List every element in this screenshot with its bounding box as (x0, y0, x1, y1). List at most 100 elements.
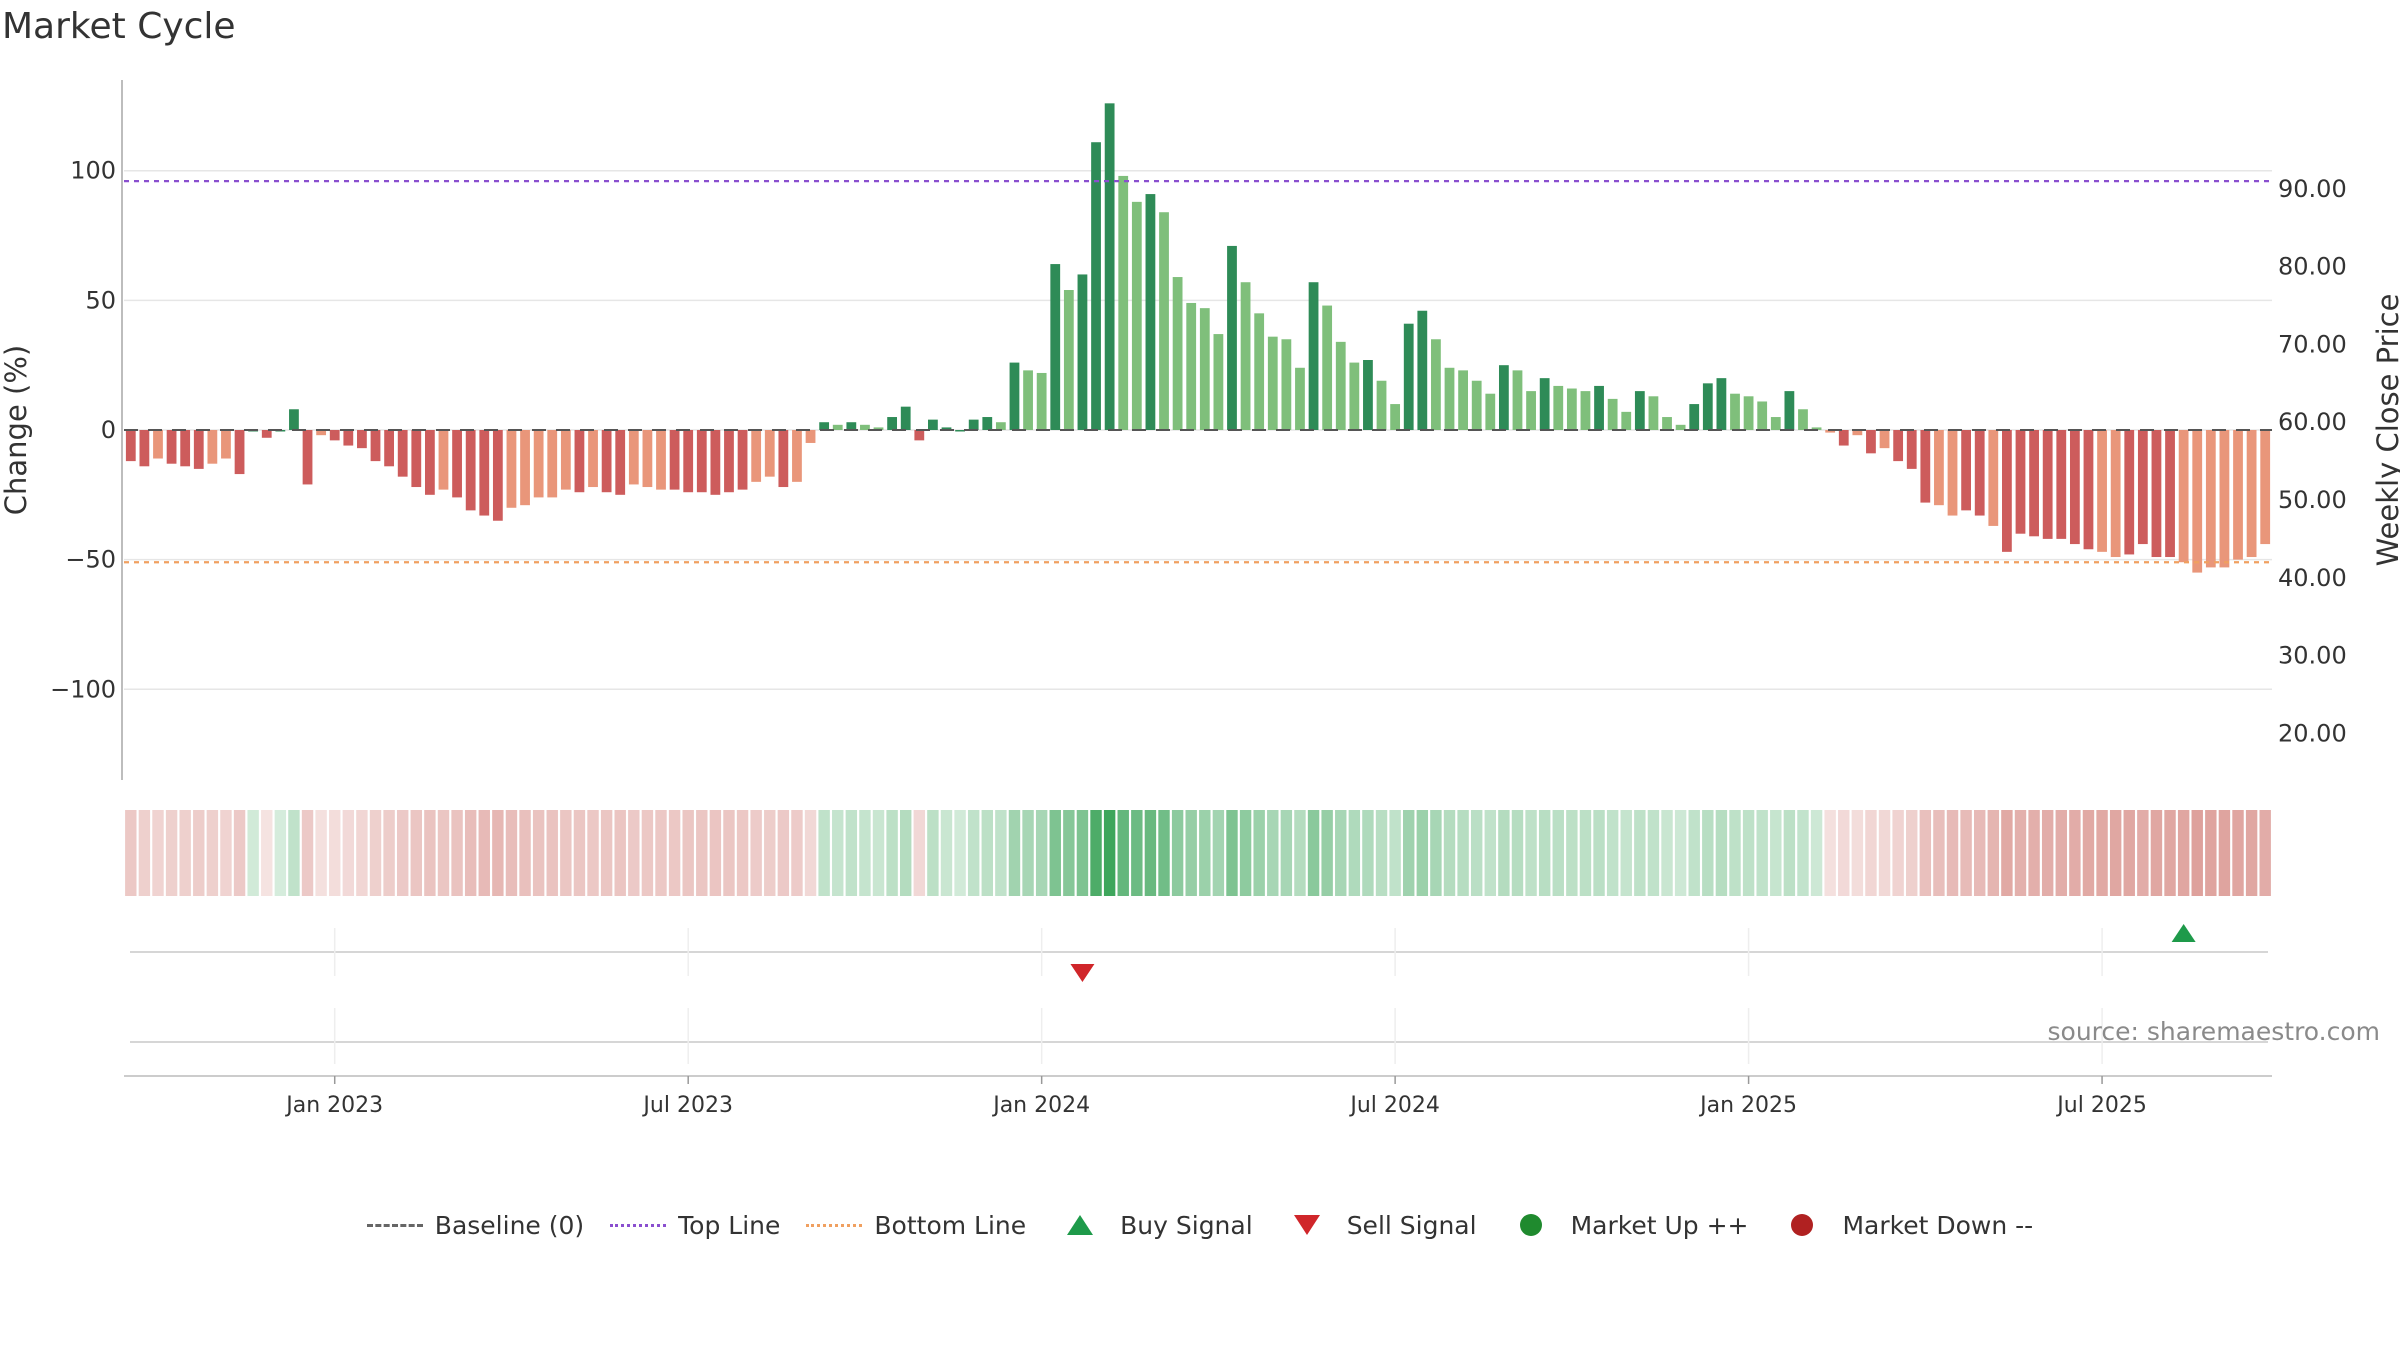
heat-cell (723, 810, 735, 896)
bar (1866, 430, 1876, 454)
heat-cell (1851, 810, 1864, 896)
y2-tick-label: 70.00 (2278, 330, 2347, 358)
heat-cell (2028, 810, 2040, 896)
heat-cell (1824, 810, 1836, 896)
bar (1240, 282, 1251, 430)
heat-cell (2041, 810, 2054, 896)
y2-tick-label: 40.00 (2278, 564, 2347, 592)
heat-cell (655, 810, 667, 896)
bar (207, 430, 218, 464)
heat-cell (1865, 810, 1877, 896)
bar (1308, 282, 1319, 430)
bar (1267, 336, 1278, 430)
heat-cell (220, 810, 232, 896)
heat-cell (1810, 810, 1823, 896)
heat-cell (1906, 810, 1918, 896)
legend: Baseline (0) Top Line Bottom Line Buy Signa… (0, 1205, 2400, 1245)
bar (819, 422, 830, 430)
heat-cell (1552, 810, 1564, 896)
bar (2219, 430, 2230, 568)
bar (860, 424, 870, 430)
y2-tick-label: 50.00 (2278, 486, 2347, 514)
bar (1281, 339, 1292, 430)
heat-cell (886, 810, 898, 896)
bar (1675, 424, 1686, 430)
heat-cell (1702, 810, 1714, 896)
bar (520, 430, 530, 506)
bar (968, 419, 979, 430)
sell-signal-marker (1070, 964, 1095, 982)
x-tick-label: Jan 2023 (284, 1093, 383, 1118)
bar (588, 430, 598, 488)
heat-cell (2109, 810, 2122, 896)
heat-cell (369, 810, 382, 896)
x-tick-label: Jul 2025 (2055, 1093, 2147, 1118)
heat-cell (1973, 810, 1986, 896)
legend-label: Market Down -- (1842, 1210, 2034, 1240)
heat-cell (832, 810, 844, 896)
bar (1295, 367, 1305, 430)
heat-cell (288, 810, 300, 896)
heat-cell (1362, 810, 1374, 896)
heat-cell (777, 810, 790, 896)
heat-cell (668, 810, 681, 896)
heat-cell (356, 810, 368, 896)
bar (1947, 430, 1958, 516)
bar (1159, 212, 1169, 430)
bar (397, 430, 408, 477)
bar (1716, 378, 1727, 430)
heat-cell (165, 810, 178, 896)
heat-cell (1579, 810, 1592, 896)
bar (2029, 430, 2039, 537)
circle-icon (1519, 1214, 1542, 1236)
bar (1784, 391, 1795, 430)
y2-axis-title: Weekly Close Price (2371, 294, 2400, 567)
heat-cell (1987, 810, 2000, 896)
heat-cell (1335, 810, 1347, 896)
heat-cell (995, 810, 1007, 896)
buy-signal-marker (2171, 924, 2196, 942)
bar (1730, 393, 1740, 430)
heat-cell (2177, 810, 2190, 896)
bar (506, 430, 517, 508)
bar (533, 430, 544, 498)
heat-cell (1226, 810, 1238, 896)
legend-label: Sell Signal (1346, 1210, 1477, 1240)
x-tick-label: Jan 2024 (991, 1093, 1090, 1118)
bar (370, 430, 381, 462)
bar (710, 430, 721, 495)
bar (1363, 360, 1373, 430)
heat-cell (1253, 810, 1265, 896)
bar (642, 430, 653, 488)
heat-cell (1416, 810, 1429, 896)
reference-lines (124, 180, 2272, 564)
bar (1811, 427, 1822, 430)
x-tick-label: Jul 2024 (1348, 1093, 1440, 1118)
bar (261, 430, 272, 438)
heat-cell (274, 810, 287, 896)
bar (329, 430, 340, 441)
bar (778, 430, 789, 488)
heat-cell (913, 810, 926, 896)
heat-cell (1117, 810, 1129, 896)
bar (1118, 175, 1129, 430)
heat-cell (750, 810, 762, 896)
heat-cell (329, 810, 341, 896)
heat-cell (1566, 810, 1578, 896)
heat-cell (1457, 810, 1469, 896)
bar (1444, 367, 1455, 430)
bar (1634, 391, 1645, 430)
heat-cell (1022, 810, 1034, 896)
heat-cell (342, 810, 355, 896)
heat-cell (872, 810, 885, 896)
bar (1485, 393, 1496, 430)
heat-cell (1049, 810, 1061, 896)
heat-cell (505, 810, 518, 896)
heat-cell (1661, 810, 1673, 896)
bar (357, 430, 367, 449)
bar (1526, 391, 1536, 430)
bar (1838, 430, 1849, 446)
heat-cell (927, 810, 939, 896)
bar (1974, 430, 1985, 516)
heat-cell (1294, 810, 1306, 896)
